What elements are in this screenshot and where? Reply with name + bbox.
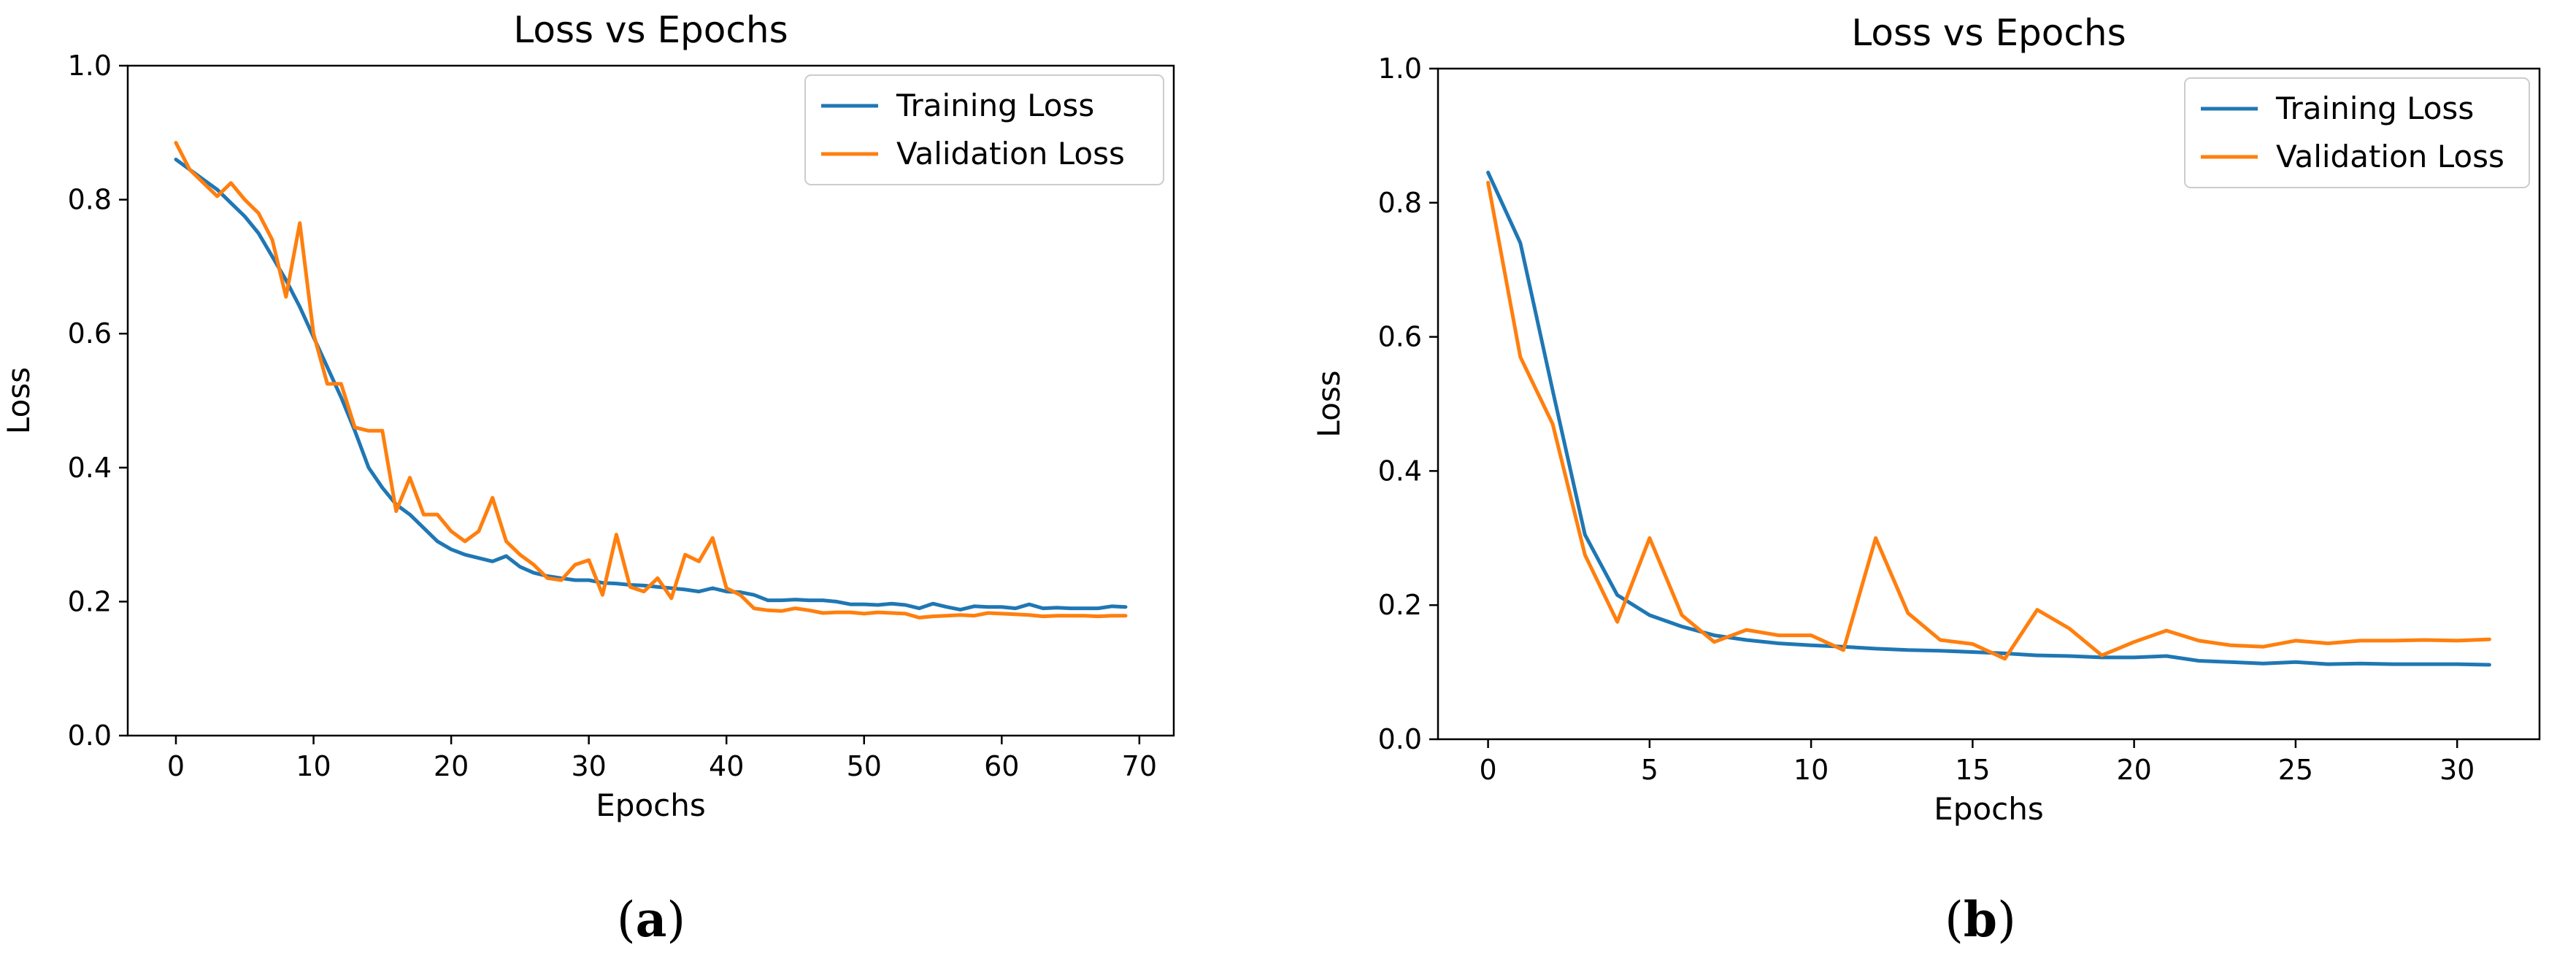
legend-label-training-loss: Training Loss bbox=[896, 88, 1094, 123]
x-tick-label: 30 bbox=[571, 750, 606, 782]
x-tick-label: 70 bbox=[1122, 750, 1157, 782]
caption-close: ) bbox=[1997, 892, 2016, 948]
x-tick-label: 40 bbox=[709, 750, 744, 782]
legend-label-training-loss: Training Loss bbox=[2275, 90, 2474, 126]
x-tick-label: 15 bbox=[1955, 754, 1990, 786]
chart-title: Loss vs Epochs bbox=[513, 9, 788, 51]
legend-label-validation-loss: Validation Loss bbox=[896, 136, 1125, 171]
x-tick-label: 50 bbox=[847, 750, 882, 782]
x-tick-label: 5 bbox=[1641, 754, 1658, 786]
y-tick-label: 0.4 bbox=[68, 452, 112, 484]
x-tick-label: 0 bbox=[167, 750, 185, 782]
legend-box bbox=[2184, 77, 2530, 188]
legend-label-validation-loss: Validation Loss bbox=[2276, 139, 2504, 174]
legend-box bbox=[804, 74, 1164, 185]
y-tick-label: 0.8 bbox=[68, 184, 112, 216]
y-tick-label: 0.8 bbox=[1378, 187, 1422, 219]
caption: (b) bbox=[1945, 891, 2016, 948]
y-tick-label: 0.6 bbox=[1378, 321, 1422, 353]
legend: Training Loss Validation Loss bbox=[804, 74, 1164, 185]
x-tick-label: 10 bbox=[296, 750, 331, 782]
y-tick-label: 0.0 bbox=[68, 720, 112, 752]
x-tick-label: 0 bbox=[1479, 754, 1496, 786]
series-line-training-loss bbox=[174, 158, 1128, 612]
y-axis-label: Loss bbox=[1, 367, 36, 434]
caption-open: ( bbox=[617, 892, 636, 948]
y-tick-label: 0.2 bbox=[68, 585, 112, 617]
chart-a: 0 10 20 30 40 50 60 70 0.0 0.2 0.4 0.6 0.8 1.0 Loss vs… bbox=[1, 9, 1175, 948]
x-tick-label: 20 bbox=[2116, 754, 2151, 786]
x-tick-label: 10 bbox=[1793, 754, 1829, 786]
chart-b: 0 5 10 15 20 25 30 0.0 0.2 0.4 0.6 0.8 1.0 Loss vs Ep… bbox=[1311, 12, 2541, 948]
x-tick-label: 30 bbox=[2439, 754, 2475, 786]
y-tick-label: 0.2 bbox=[1378, 589, 1422, 621]
y-tick-label: 1.0 bbox=[68, 50, 112, 82]
y-axis-label: Loss bbox=[1311, 370, 1347, 437]
series-line-training-loss bbox=[1486, 170, 2491, 667]
series-line-validation-loss bbox=[1486, 180, 2491, 661]
y-tick-label: 0.4 bbox=[1378, 455, 1422, 487]
series-line-validation-loss bbox=[174, 141, 1128, 620]
legend: Training Loss Validation Loss bbox=[2184, 77, 2530, 188]
y-tick-label: 0.0 bbox=[1378, 723, 1422, 755]
plot-frame bbox=[1437, 67, 2541, 741]
caption-letter: a bbox=[636, 891, 667, 948]
x-tick-label: 20 bbox=[434, 750, 469, 782]
chart-title: Loss vs Epochs bbox=[1851, 12, 2126, 54]
x-axis-label: Epochs bbox=[596, 787, 706, 823]
plot-frame bbox=[126, 64, 1175, 737]
y-tick-label: 1.0 bbox=[1378, 53, 1422, 85]
caption-letter: b bbox=[1964, 891, 1997, 948]
x-axis-label: Epochs bbox=[1934, 791, 2044, 827]
caption: (a) bbox=[617, 891, 685, 948]
y-tick-label: 0.6 bbox=[68, 317, 112, 350]
caption-open: ( bbox=[1945, 892, 1964, 948]
x-tick-label: 60 bbox=[984, 750, 1019, 782]
x-tick-label: 25 bbox=[2278, 754, 2313, 786]
caption-close: ) bbox=[666, 892, 685, 948]
